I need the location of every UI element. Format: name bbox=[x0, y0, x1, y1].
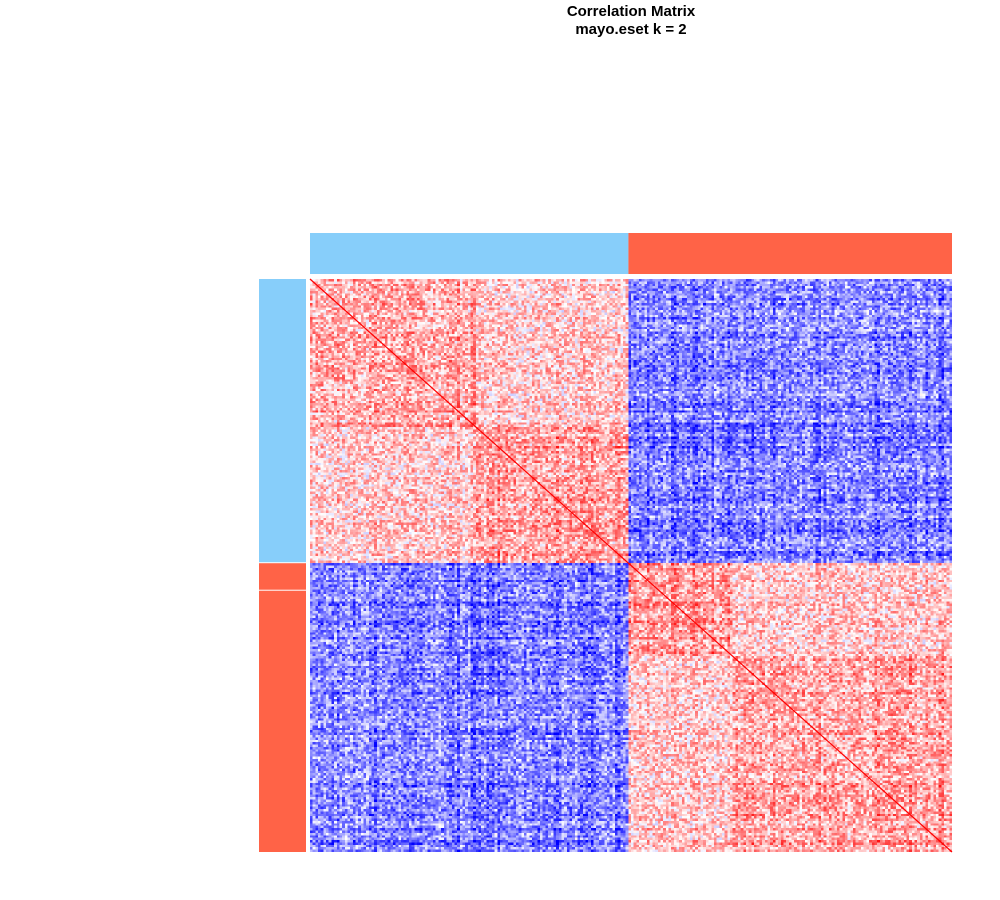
row-cluster-bar bbox=[259, 279, 306, 852]
chart-title: Correlation Matrix bbox=[567, 3, 696, 20]
heatmap-area bbox=[309, 278, 953, 853]
column-cluster-segment-2 bbox=[628, 233, 952, 274]
column-cluster-segment-1 bbox=[310, 233, 629, 274]
row-cluster-segment-1 bbox=[259, 279, 306, 563]
chart-subtitle: mayo.eset k = 2 bbox=[575, 21, 686, 38]
column-cluster-bar bbox=[310, 233, 952, 274]
row-cluster-segment-2 bbox=[259, 563, 306, 590]
row-cluster-segment-3 bbox=[259, 590, 306, 852]
heatmap-diagonal bbox=[309, 278, 953, 853]
